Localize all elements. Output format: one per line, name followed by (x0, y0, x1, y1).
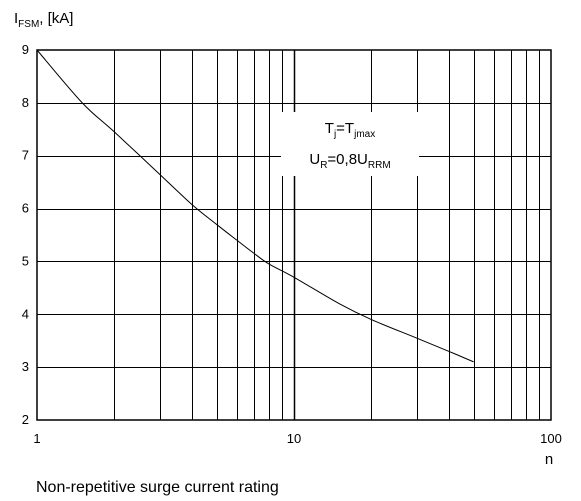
annotation-background (281, 112, 419, 176)
y-tick-label: 6 (22, 201, 29, 216)
y-tick-label: 4 (22, 306, 29, 321)
y-tick-label: 5 (22, 253, 29, 268)
y-tick-label: 2 (22, 412, 29, 427)
y-tick-label: 7 (22, 148, 29, 163)
x-axis-title: n (545, 451, 553, 468)
surge-current-curve (36, 49, 474, 363)
y-tick-label: 9 (22, 42, 29, 57)
annotation-line-1: Tj=Tjmax (325, 120, 375, 140)
y-axis-subscript: FSM (18, 19, 39, 30)
tick-labels: 2 3 4 5 6 7 8 9 1 10 100 (22, 42, 562, 446)
plot-frame (36, 49, 552, 421)
y-tick-label: 3 (22, 359, 29, 374)
y-axis-unit: , [kA] (39, 10, 73, 27)
chart-caption: Non-repetitive surge current rating (36, 479, 279, 496)
x-tick-label: 1 (33, 431, 40, 446)
annotation-line-2: UR=0,8URRM (309, 151, 390, 171)
x-tick-label: 100 (540, 431, 562, 446)
y-axis-symbol: I (14, 10, 18, 27)
x-tick-label: 10 (287, 431, 301, 446)
y-axis-title: IFSM, [kA] (14, 10, 73, 30)
y-tick-label: 8 (22, 95, 29, 110)
grid-lines (37, 50, 551, 420)
